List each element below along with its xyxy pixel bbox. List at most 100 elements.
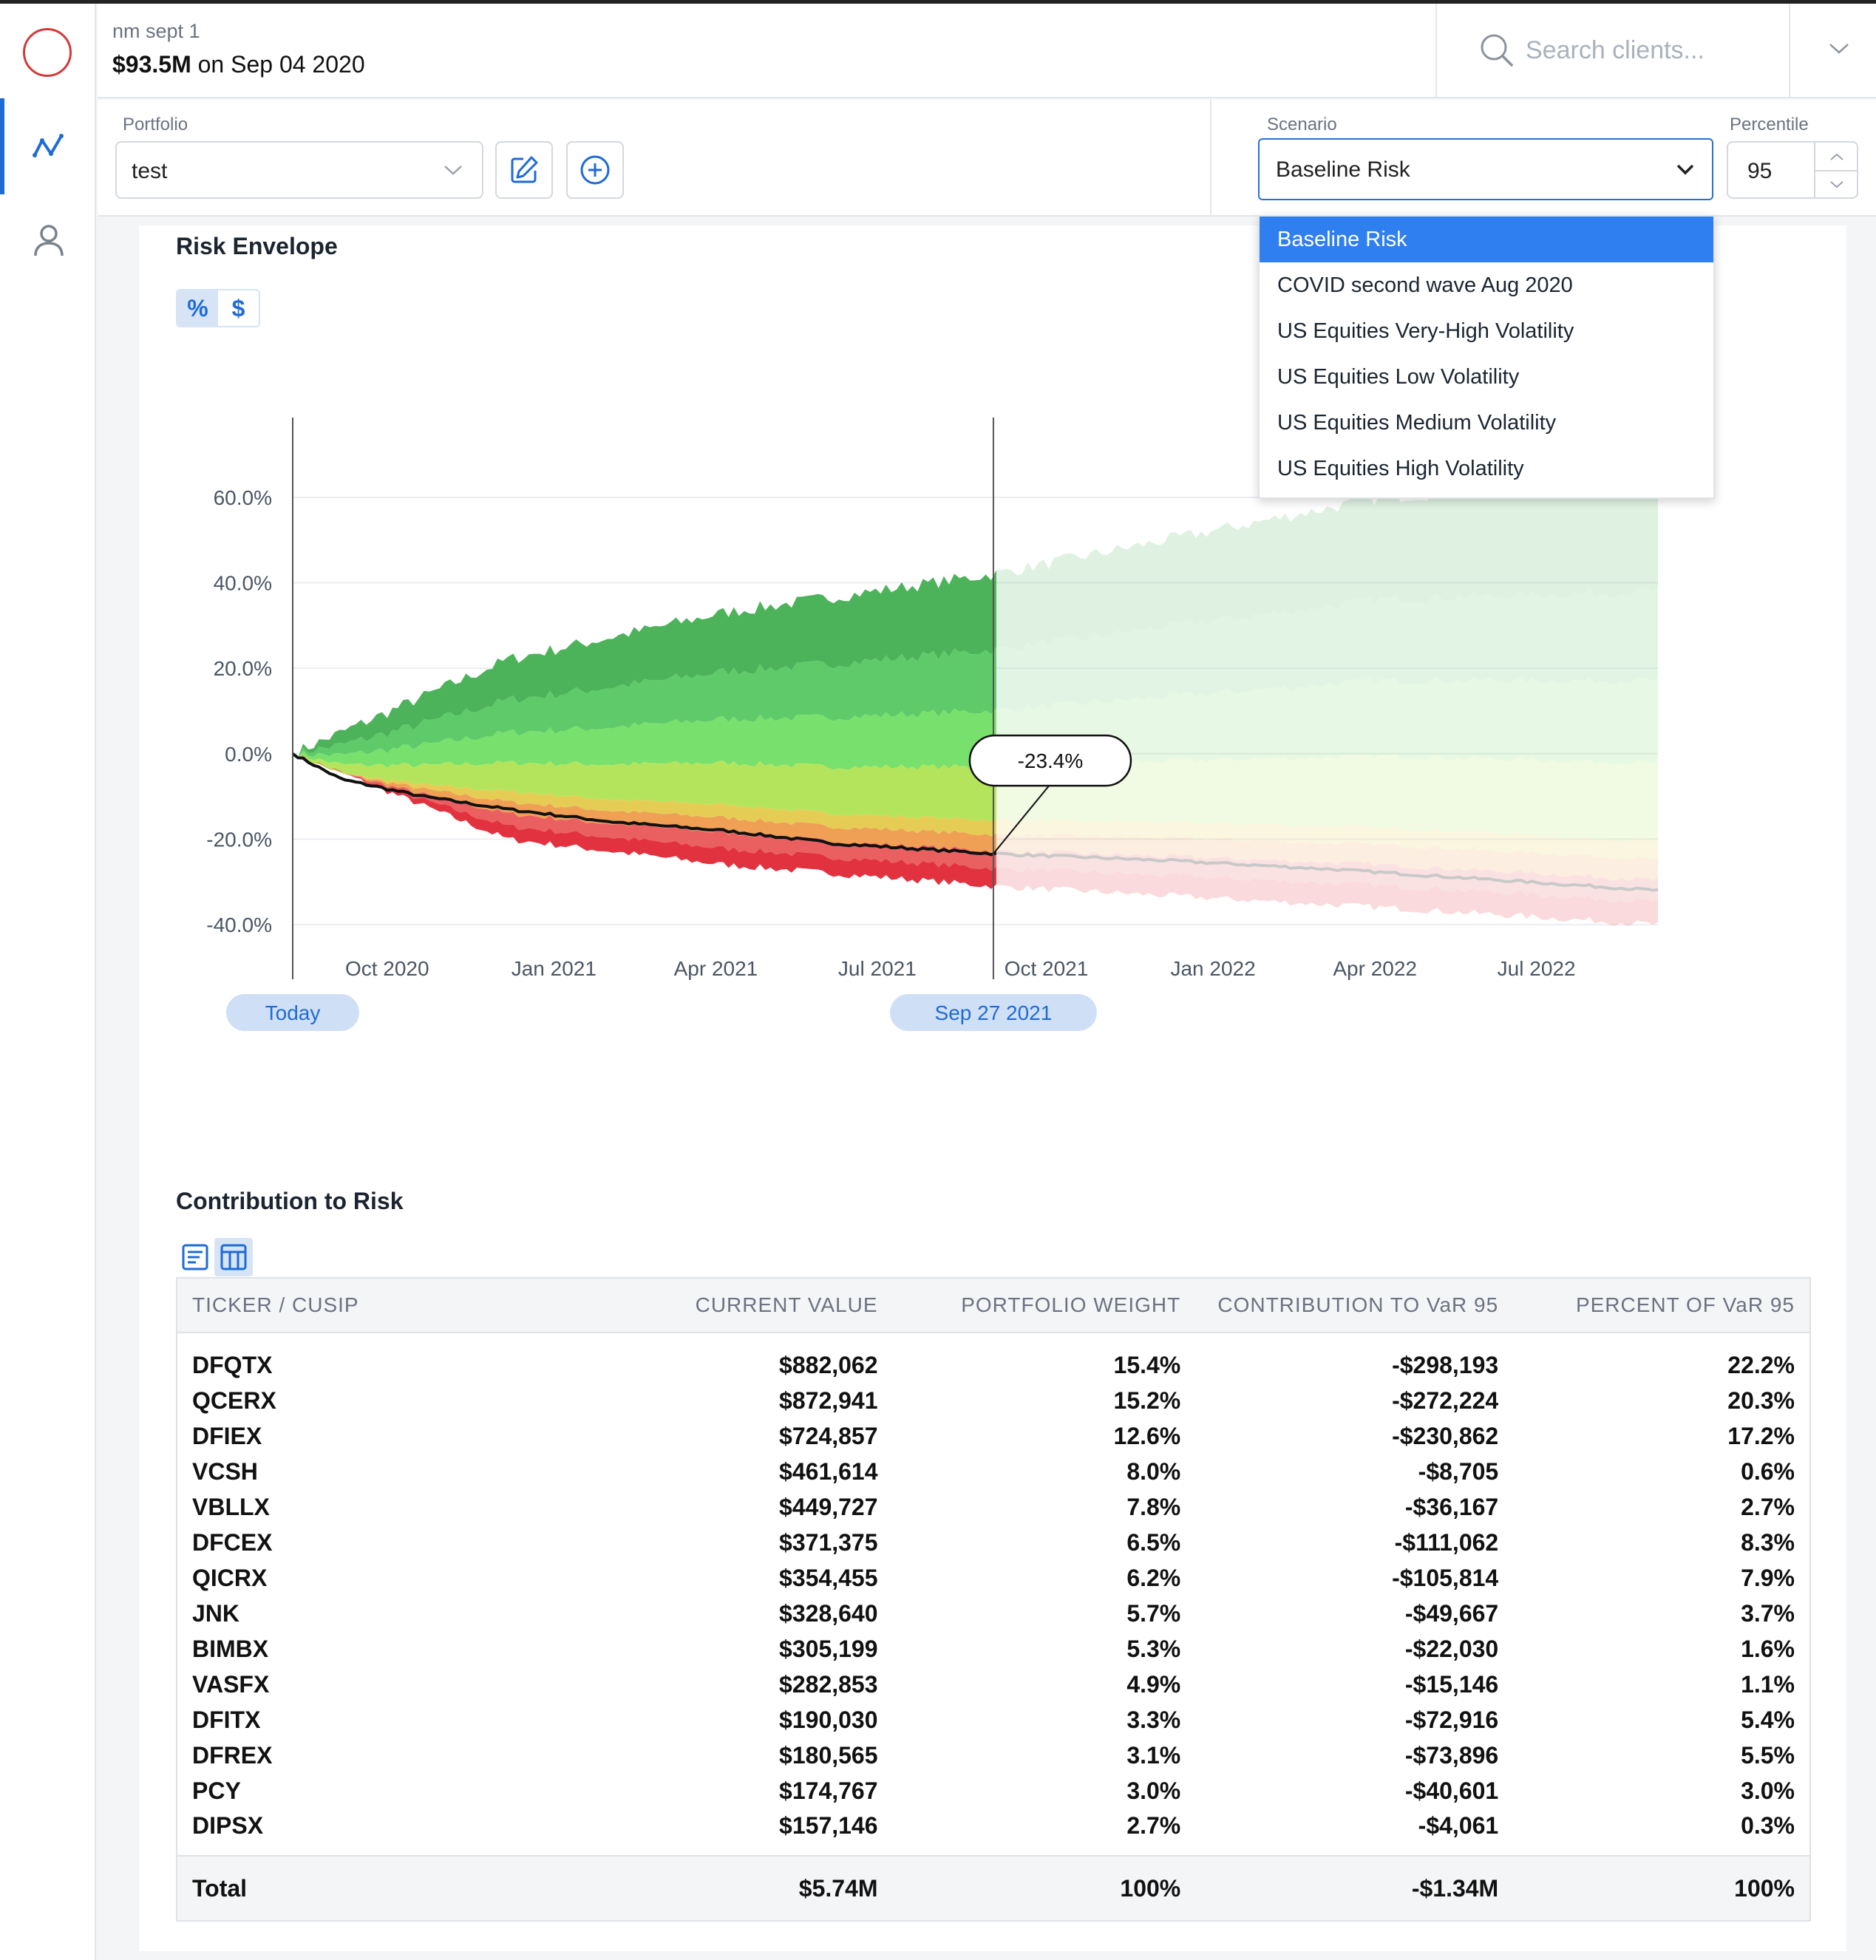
cell-percent: 7.9% [1741,1564,1795,1591]
cell-ticker: DFQTX [192,1352,273,1378]
app-logo[interactable] [23,28,72,77]
active-indicator [0,98,4,194]
cell-ticker: VCSH [192,1457,258,1485]
cell-contribution: -$272,224 [1392,1386,1499,1414]
envelope-band-projection [996,849,1658,903]
envelope-band-projection [996,819,1658,860]
chevron-down-icon[interactable] [1827,41,1851,57]
y-tick-label: 20.0% [214,657,272,680]
cell-ticker: VASFX [192,1670,270,1698]
search-input[interactable]: Search clients... [1526,36,1705,64]
envelope-band-projection [996,753,1658,842]
cell-percent: 2.7% [1741,1493,1795,1520]
contribution-title: Contribution to Risk [176,1188,404,1214]
scenario-option[interactable]: US Equities Low Volatility [1277,365,1520,389]
callout-value: -23.4% [1018,749,1084,772]
unit-toggle: % $ [176,289,260,327]
table-row[interactable]: DFITX $190,030 3.3% -$72,916 5.4% [177,1702,1810,1738]
scenario-label: Scenario [1267,115,1337,135]
chevron-down-icon [1830,180,1843,188]
col-ticker[interactable]: TICKER / CUSIP [177,1278,590,1333]
edit-portfolio-button[interactable] [495,141,553,199]
scenario-dropdown-menu: Baseline Risk COVID second wave Aug 2020 U… [1258,215,1715,499]
cell-percent: 1.6% [1741,1635,1795,1662]
x-tick-label: Oct 2020 [345,957,429,980]
edit-icon [511,156,538,183]
percent-toggle[interactable]: % [177,290,218,326]
expected-path-projection [996,851,1659,892]
col-percent-var[interactable]: PERCENT OF VaR 95 [1513,1278,1810,1333]
dollar-toggle[interactable]: $ [231,294,245,321]
table-row[interactable]: BIMBX $305,199 5.3% -$22,030 1.6% [177,1631,1810,1667]
marker-date-label: Sep 27 2021 [935,1001,1053,1024]
total-cell: 100% [892,1855,1196,1921]
percentile-stepper[interactable]: 95 [1727,141,1858,199]
add-portfolio-button[interactable] [566,141,624,199]
risk-card: Risk Envelope % $ 60.0% 40.0% 20.0% 0.0% -20… [139,225,1846,1951]
y-tick-label: 40.0% [214,571,272,594]
chevron-up-icon [1830,153,1843,160]
table-row[interactable]: QICRX $354,455 6.2% -$105,814 7.9% [177,1560,1810,1596]
cell-ticker: PCY [192,1777,241,1804]
table-row[interactable]: VASFX $282,853 4.9% -$15,146 1.1% [177,1667,1810,1702]
table-row[interactable]: DFREX $180,565 3.1% -$73,896 5.5% [177,1738,1810,1773]
cell-percent: 5.5% [1741,1741,1795,1769]
x-tick-label: Apr 2022 [1333,957,1417,980]
cell-percent: 8.3% [1741,1528,1795,1556]
table-row[interactable]: QCERX $872,941 15.2% -$272,224 20.3% [177,1383,1810,1418]
cell-percent: 5.4% [1741,1706,1795,1733]
col-portfolio-weight[interactable]: PORTFOLIO WEIGHT [892,1278,1196,1333]
cell-contribution: -$4,061 [1418,1812,1499,1839]
col-current-value[interactable]: CURRENT VALUE [589,1278,893,1333]
cell-percent: 3.0% [1741,1777,1795,1804]
table-row[interactable]: DIPSX $157,146 2.7% -$4,061 0.3% [177,1808,1810,1856]
cell-percent: 17.2% [1727,1422,1795,1449]
nav-clients[interactable] [30,221,68,259]
cell-weight: 7.8% [1126,1493,1181,1520]
cell-current-value: $724,857 [779,1422,878,1449]
table-view-button[interactable] [214,1238,253,1276]
scenario-option[interactable]: US Equities High Volatility [1277,457,1524,480]
percentile-value[interactable]: 95 [1747,159,1773,183]
scenario-option[interactable]: Baseline Risk [1260,217,1713,262]
cell-percent: 1.1% [1741,1670,1795,1698]
x-tick-label: Jan 2022 [1170,957,1255,980]
table-row[interactable]: PCY $174,767 3.0% -$40,601 3.0% [177,1773,1810,1808]
cell-weight: 3.1% [1126,1741,1181,1769]
scenario-option[interactable]: US Equities Medium Volatility [1277,411,1557,435]
portfolio-label: Portfolio [123,115,188,135]
list-view-button[interactable] [176,1238,214,1276]
percentile-increment[interactable] [1815,143,1858,170]
x-tick-label: Oct 2021 [1005,957,1089,980]
table-row[interactable]: VCSH $461,614 8.0% -$8,705 0.6% [177,1454,1810,1489]
y-tick-label: -40.0% [206,913,272,936]
portfolio-select[interactable]: test [115,141,483,199]
table-row[interactable]: DFCEX $371,375 6.5% -$111,062 8.3% [177,1525,1810,1560]
client-search[interactable]: Search clients... [1435,4,1790,97]
col-contribution-var[interactable]: CONTRIBUTION TO VaR 95 [1195,1278,1514,1333]
cell-contribution: -$72,916 [1404,1706,1499,1733]
toolbar-divider [1210,100,1211,217]
today-pill [226,994,359,1031]
nav-risk-analytics[interactable] [30,128,68,166]
scenario-select[interactable]: Baseline Risk [1258,138,1713,200]
percentile-decrement[interactable] [1815,170,1858,197]
scenario-option[interactable]: US Equities Very-High Volatility [1277,319,1574,343]
table-row[interactable]: JNK $328,640 5.7% -$49,667 3.7% [177,1596,1810,1631]
cell-current-value: $461,614 [779,1457,878,1485]
envelope-band [293,647,996,758]
table-row[interactable]: VBLLX $449,727 7.8% -$36,167 2.7% [177,1489,1810,1525]
cell-ticker: QICRX [192,1564,268,1591]
percentile-steps [1814,143,1858,197]
y-tick-label: -20.0% [206,828,272,851]
cell-weight: 15.4% [1113,1352,1181,1378]
envelope-band-projection [996,676,1658,769]
total-cell: Total [177,1855,590,1921]
table-row[interactable]: DFQTX $882,062 15.4% -$298,193 22.2% [177,1333,1810,1383]
marker-date-pill [889,994,1097,1031]
scenario-option[interactable]: COVID second wave Aug 2020 [1277,273,1573,297]
envelope-band [293,753,996,837]
scenario-select-value: Baseline Risk [1276,157,1410,182]
table-row[interactable]: DFIEX $724,857 12.6% -$230,862 17.2% [177,1418,1810,1454]
cell-weight: 3.0% [1126,1777,1181,1804]
